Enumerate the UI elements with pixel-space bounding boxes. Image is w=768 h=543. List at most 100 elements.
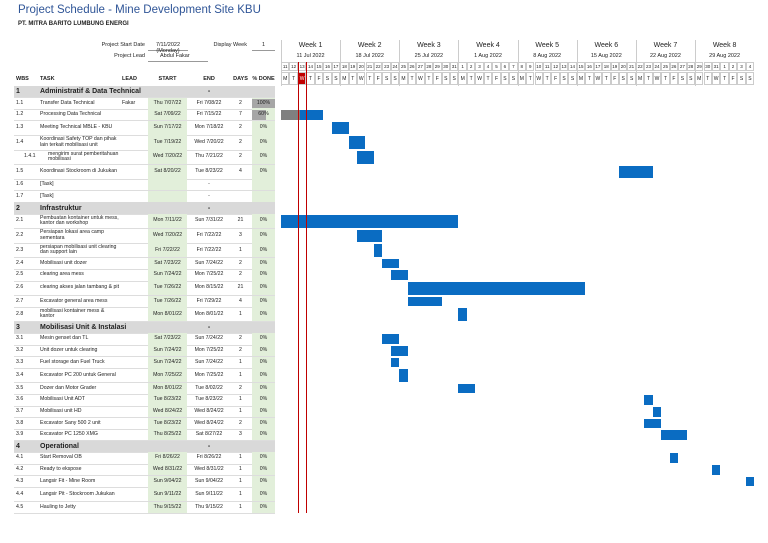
start: Fri 7/22/22: [155, 246, 180, 253]
day-number: 22: [635, 62, 645, 71]
days: 1: [239, 490, 242, 497]
task: Transfer Data Technical: [40, 99, 95, 106]
done-cell: [252, 179, 275, 191]
section-band: [14, 202, 275, 214]
day-letter: T: [348, 72, 358, 85]
subtitle: PT. MITRA BARITO LUMBUNG ENERGI: [18, 21, 129, 27]
row-rule: [14, 242, 275, 244]
done-cell: [252, 487, 275, 502]
done-cell: [252, 228, 275, 244]
day-number: 22: [373, 62, 383, 71]
start: Sat 7/09/22: [154, 111, 181, 118]
day-letter: S: [737, 72, 746, 85]
day-number: 30: [703, 62, 712, 71]
wbs: 1.5: [16, 168, 24, 175]
end: Mon 7/18/22: [194, 124, 224, 131]
row-rule: [14, 228, 275, 229]
day-number: 20: [619, 62, 628, 71]
start-cell: [148, 345, 187, 357]
column-header: END: [203, 75, 215, 82]
task: Langsir Fit - Mine Room: [40, 477, 96, 484]
start: Tue 7/26/22: [153, 297, 182, 304]
start-cell: [148, 368, 187, 383]
done-cell: [252, 333, 275, 345]
day-number: 3: [737, 62, 746, 71]
task-bar: [281, 110, 324, 120]
wbs: 1.7: [16, 192, 24, 199]
day-number: 7: [509, 62, 518, 71]
end: -: [208, 181, 210, 188]
row-rule: [14, 201, 275, 203]
percent-done: 0%: [259, 431, 268, 438]
start-cell: [148, 243, 187, 258]
done-cell: [252, 501, 275, 514]
day-number: 18: [340, 62, 349, 71]
row-rule: [14, 332, 275, 334]
days: 2: [239, 124, 242, 131]
day-letter: S: [686, 72, 696, 85]
row-rule: [14, 190, 275, 191]
progress-bar: [281, 110, 300, 120]
wbs: 4.3: [16, 477, 24, 484]
done-cell: [252, 394, 275, 406]
percent-done: 0%: [259, 271, 268, 278]
end: Sun 7/24/22: [195, 259, 223, 266]
day-letter: F: [551, 72, 560, 85]
start-cell: [148, 281, 187, 296]
day-number: 1: [458, 62, 467, 71]
day-number: 9: [526, 62, 535, 71]
row-rule: [14, 306, 275, 308]
done-cell: [252, 281, 275, 296]
row-rule: [14, 451, 275, 453]
percent-done: 0%: [259, 396, 268, 403]
end: Fri 7/15/22: [196, 111, 222, 118]
day-letter: F: [610, 72, 619, 85]
start: Sat 7/23/22: [154, 259, 181, 266]
days: 7: [239, 111, 242, 118]
task: Hauling to Jetty: [40, 503, 76, 510]
day-number: 16: [585, 62, 594, 71]
task: [Task]: [40, 181, 54, 188]
task: Mesin genset dan TL: [40, 335, 89, 342]
task-bar: [357, 151, 374, 164]
task-bar: [745, 476, 755, 487]
percent-done: 0%: [259, 371, 268, 378]
day-letter: S: [559, 72, 569, 85]
info-value: 7/11/2022 (Monday): [148, 42, 188, 54]
end: -: [207, 88, 211, 96]
days: 2: [239, 419, 242, 426]
days: 1: [239, 396, 242, 403]
days: 1: [239, 465, 242, 472]
days: 1: [239, 310, 242, 317]
row-rule: [14, 164, 275, 165]
column-header: WBS: [16, 75, 29, 82]
percent-done: 0%: [259, 335, 268, 342]
day-letter: T: [585, 72, 594, 85]
wbs: 2.5: [16, 271, 24, 278]
end: Wed 7/20/22: [194, 138, 224, 145]
timeline-area: [281, 86, 768, 543]
task: Dozer dan Motor Grader: [40, 384, 97, 391]
day-letter: M: [576, 72, 586, 85]
day-letter: T: [720, 72, 729, 85]
done-cell: [252, 356, 275, 369]
row-rule: [14, 463, 275, 464]
day-number: 19: [348, 62, 358, 71]
task: Start Removal OB: [40, 454, 82, 461]
percent-done: 0%: [259, 419, 268, 426]
day-number: 11: [281, 62, 290, 71]
start: Sun 9/04/22: [153, 477, 182, 484]
wbs: 4.5: [16, 503, 24, 510]
day-letter: M: [458, 72, 467, 85]
wbs: 3.9: [16, 431, 24, 438]
start: Thu 9/15/22: [153, 503, 182, 510]
week-label: Week 8: [712, 42, 737, 49]
start: Wed 7/20/22: [152, 232, 183, 239]
end: Fri 7/22/22: [196, 246, 222, 253]
task: Persiapan lokasi area camp sementara: [40, 229, 105, 241]
row-rule: [14, 280, 275, 281]
task-bar: [407, 282, 586, 295]
wbs: 2.6: [16, 284, 24, 291]
days: 1: [239, 477, 242, 484]
day-letter: S: [568, 72, 577, 85]
